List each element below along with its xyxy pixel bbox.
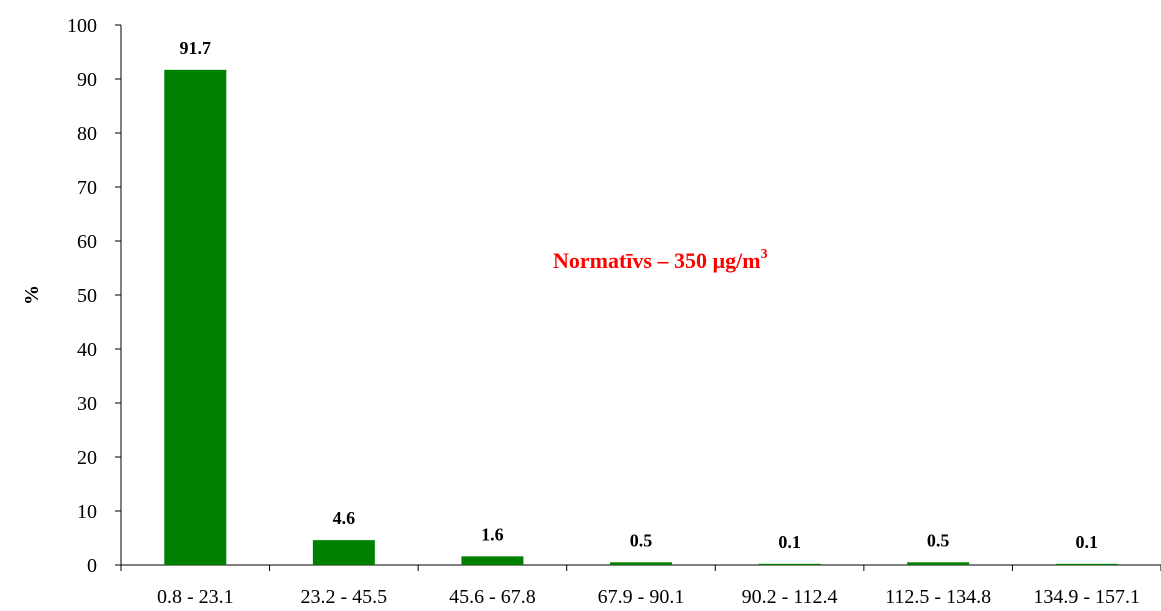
y-tick-label: 70: [77, 177, 97, 199]
data-label: 4.6: [333, 508, 356, 528]
x-tick-label: 23.2 - 45.5: [301, 586, 388, 608]
x-tick-label: 67.9 - 90.1: [598, 586, 685, 608]
y-axis-title: %: [21, 285, 43, 305]
bar: [758, 563, 821, 565]
y-tick-label: 90: [77, 69, 97, 91]
x-tick-label: 112.5 - 134.8: [885, 586, 991, 608]
bar: [907, 562, 970, 565]
y-tick-label: 60: [77, 231, 97, 253]
normative-annotation: Normatīvs – 350 µg/m3: [553, 247, 768, 273]
bar: [610, 562, 672, 565]
chart-axes: 0 10 20 30 40 50 60 70 80 90 100: [67, 15, 1161, 577]
bar: [1055, 563, 1118, 565]
y-tick-label: 20: [77, 447, 97, 469]
data-label: 0.1: [1075, 532, 1098, 552]
y-tick-label: 40: [77, 339, 97, 361]
normative-annotation-text: Normatīvs – 350 µg/m: [553, 248, 761, 273]
data-label: 0.5: [630, 530, 653, 550]
data-label: 0.1: [778, 532, 801, 552]
y-tick-label: 100: [67, 15, 97, 37]
data-label: 0.5: [927, 530, 950, 550]
bar: [461, 556, 524, 565]
y-tick-label: 50: [77, 285, 97, 307]
chart-labels: 0.8 - 23.1 91.7 23.2 - 45.5 4.6 45.6 - 67.8 1…: [157, 38, 1140, 608]
y-tick-label: 10: [77, 501, 97, 523]
y-tick-label: 80: [77, 123, 97, 145]
x-tick-label: 45.6 - 67.8: [449, 586, 536, 608]
data-label: 91.7: [180, 38, 212, 58]
x-tick-label: 90.2 - 112.4: [742, 586, 838, 608]
y-tick-label: 0: [87, 555, 97, 577]
x-tick-label: 0.8 - 23.1: [157, 586, 234, 608]
normative-annotation-superscript: 3: [761, 247, 768, 262]
data-label: 1.6: [481, 524, 504, 544]
bar: [164, 69, 227, 565]
y-tick-label: 30: [77, 393, 97, 415]
x-tick-label: 134.9 - 157.1: [1033, 586, 1140, 608]
chart-bars: [164, 69, 1118, 565]
bar: [312, 540, 375, 565]
